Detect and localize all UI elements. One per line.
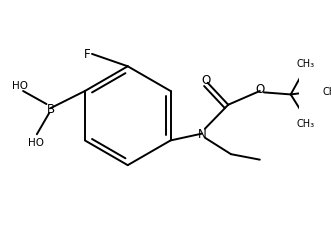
Text: O: O bbox=[201, 74, 210, 86]
Text: HO: HO bbox=[12, 80, 28, 90]
Text: HO: HO bbox=[28, 137, 44, 147]
Text: CH₃: CH₃ bbox=[322, 87, 331, 97]
Text: CH₃: CH₃ bbox=[296, 119, 314, 129]
Text: N: N bbox=[198, 128, 207, 140]
Text: CH₃: CH₃ bbox=[296, 58, 314, 68]
Text: F: F bbox=[84, 48, 91, 60]
Text: B: B bbox=[47, 102, 55, 115]
Text: O: O bbox=[255, 82, 264, 95]
